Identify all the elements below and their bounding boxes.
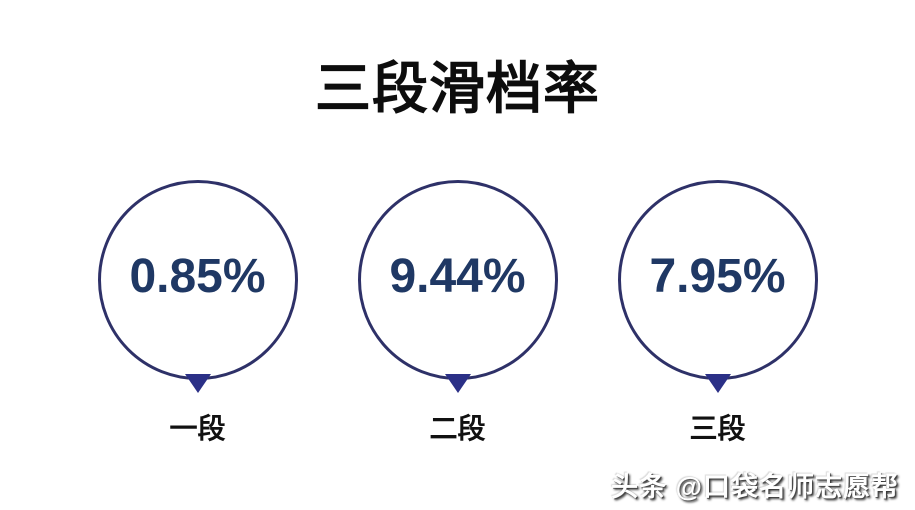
pointer-triangle-icon (444, 374, 471, 393)
bubble-segment-1: 0.85% 一段 (97, 180, 298, 447)
bubble-segment-3: 7.95% 三段 (617, 180, 818, 447)
circle-callout-3: 7.95% (617, 180, 818, 393)
bubble-row: 0.85% 一段 9.44% 二段 7.95% 三段 (0, 180, 915, 447)
bubble-segment-2: 9.44% 二段 (357, 180, 558, 447)
chart-title: 三段滑档率 (315, 57, 600, 120)
watermark: 头条 @口袋名师志愿帮 (611, 472, 899, 502)
rate-value-segment-2: 9.44% (389, 249, 526, 303)
circle-callout-1: 0.85% (97, 180, 298, 393)
circle-callout-2: 9.44% (357, 180, 558, 393)
segment-label-3: 三段 (689, 413, 746, 444)
rate-value-segment-3: 7.95% (649, 249, 786, 303)
segment-label-2: 二段 (429, 413, 486, 444)
segment-label-1: 一段 (169, 413, 226, 444)
pointer-triangle-icon (184, 374, 211, 393)
pointer-triangle-icon (704, 374, 731, 393)
rate-value-segment-1: 0.85% (129, 249, 266, 303)
